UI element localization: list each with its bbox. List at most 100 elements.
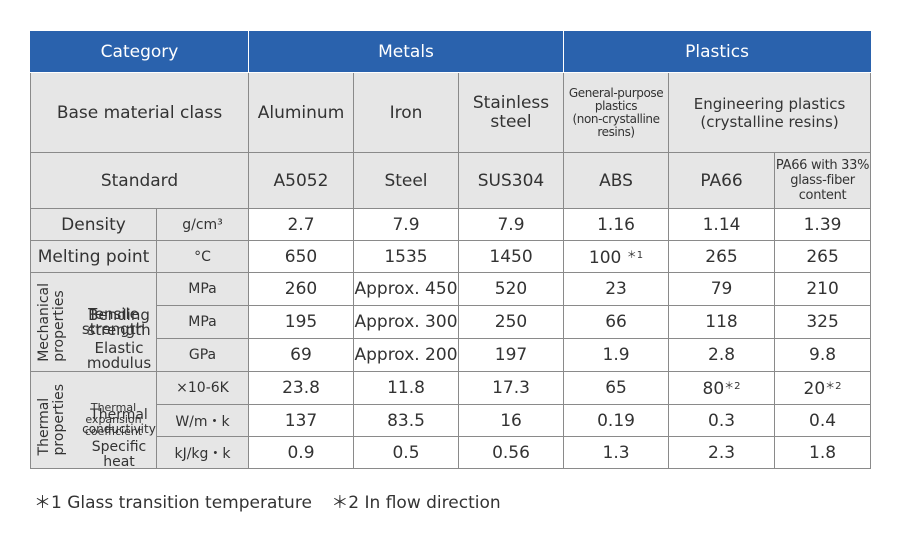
table-cell: 79 — [668, 272, 776, 306]
mechanical-line2: properties — [51, 289, 67, 362]
expansion-unit: ×10-6K — [156, 371, 249, 405]
standard-aluminum: A5052 — [248, 152, 354, 209]
pa66gf-line3: content — [798, 188, 847, 203]
standard-pa66: PA66 — [668, 152, 776, 209]
footnote-2: ＊2 In flow direction — [331, 493, 501, 513]
table-cell: 0.4 — [774, 404, 872, 437]
table-cell: 1535 — [353, 240, 459, 273]
table-cell: 265 — [668, 240, 776, 273]
table-cell: 325 — [774, 305, 872, 339]
gp-line1: General-purpose — [568, 85, 664, 100]
engineering-plastics-cell: Engineering plastics (crystalline resins… — [668, 72, 872, 153]
pa66-expansion-value: 80 — [702, 379, 725, 399]
stainless-line1: Stainless — [472, 92, 550, 113]
conductivity-line2: conductivity — [82, 422, 156, 436]
expansion-line3: coefficient — [84, 424, 143, 438]
standard-row: Standard A5052 Steel SUS304 ABS PA66 PA6… — [30, 152, 872, 209]
standard-pa66-gf: PA66 with 33% glass-fiber content — [774, 152, 872, 209]
table-cell: 0.56 — [457, 436, 565, 469]
table-cell: 1.3 — [563, 436, 670, 469]
mechanical-group: Mechanical properties Tensile strength — [30, 272, 157, 372]
elastic-unit: GPa — [156, 338, 249, 372]
stainless-cell: Stainless steel — [457, 72, 565, 153]
standard-label: Standard — [30, 152, 249, 209]
gp-line4: resins) — [597, 124, 635, 139]
table-cell: 17.3 — [457, 371, 565, 405]
tensile-label: Tensile strength — [67, 307, 156, 337]
specific-heat-unit: kJ/kg・k — [156, 436, 249, 469]
expansion-line2: expansion — [85, 412, 142, 426]
table-cell: Approx. 200 — [353, 338, 459, 372]
iron-cell: Iron — [353, 72, 459, 153]
table-cell: 1.16 — [563, 208, 670, 241]
tensile-line2: strength — [81, 320, 146, 338]
table-cell: 7.9 — [353, 208, 459, 241]
table-cell: 11.8 — [353, 371, 459, 405]
base-material-row: Base material class Aluminum Iron Stainl… — [30, 72, 872, 153]
table-cell: 0.5 — [353, 436, 459, 469]
pa66gf-expansion-value: 20 — [803, 379, 826, 399]
gp-line2: plastics — [594, 98, 638, 113]
mechanical-line1: Mechanical — [36, 282, 52, 362]
aluminum-cell: Aluminum — [248, 72, 354, 153]
table-cell: 66 — [563, 305, 670, 339]
table-cell: 16 — [457, 404, 565, 437]
thermal-line2: properties — [51, 384, 67, 456]
conductivity-line1: Thermal — [90, 407, 148, 423]
table-cell: Approx. 450 — [353, 272, 459, 306]
table-cell: 0.9 — [248, 436, 354, 469]
expansion-label: Thermal expansion coefficient — [67, 400, 156, 438]
melting-point-label: Melting point — [30, 240, 157, 273]
thermal-group: Thermal properties Thermal expansion coe… — [30, 371, 157, 469]
standard-iron: Steel — [353, 152, 459, 209]
conductivity-label: Thermal conductivity — [80, 408, 158, 436]
conductivity-unit: W/m・k — [156, 404, 249, 437]
table-cell: 197 — [457, 338, 565, 372]
eng-line1: Engineering plastics — [693, 94, 846, 113]
standard-stainless: SUS304 — [457, 152, 565, 209]
table-cell: 250 — [457, 305, 565, 339]
specific-heat-row: kJ/kg・k 0.9 0.5 0.56 1.3 2.3 1.8 — [31, 436, 872, 469]
elastic-line2: modulus — [86, 354, 152, 372]
tensile-row: Mechanical properties Tensile strength M… — [30, 272, 872, 372]
specific-heat-label: Specific heat — [84, 440, 154, 470]
conductivity-row: W/m・k 137 83.5 16 0.19 0.3 0.4 — [31, 404, 872, 437]
table-cell: 265 — [774, 240, 872, 273]
table-cell: Approx. 300 — [353, 305, 459, 339]
table-cell: 195 — [248, 305, 354, 339]
table-cell: 83.5 — [353, 404, 459, 437]
table-cell: 1.14 — [668, 208, 776, 241]
specific-heat-line2: heat — [103, 454, 135, 470]
bending-row: MPa 195 Approx. 300 250 66 118 325 — [31, 305, 872, 339]
melting-point-row: Melting point °C 650 1535 1450 100 ＊1 26… — [30, 240, 872, 273]
table-cell: 1450 — [457, 240, 565, 273]
abs-melting-value: 100 — [588, 247, 622, 268]
gp-line3: (non-crystalline — [572, 111, 660, 126]
pa66gf-line2: glass-fiber — [790, 173, 855, 188]
table-cell: 260 — [248, 272, 354, 306]
general-purpose-cell: General-purpose plastics (non-crystallin… — [563, 72, 670, 153]
table-cell: 1.39 — [774, 208, 872, 241]
table-cell: 0.3 — [668, 404, 776, 437]
header-row: Category Metals Plastics — [30, 31, 872, 73]
pa66gf-expansion-cell: 20＊2 — [774, 371, 872, 405]
elastic-label: Elastic modulus — [84, 341, 154, 371]
table-cell: 23 — [563, 272, 670, 306]
expansion-line1: Thermal — [90, 400, 137, 414]
stainless-line2: steel — [490, 111, 532, 132]
mechanical-group-label: Mechanical properties — [36, 282, 67, 362]
table-cell: 210 — [774, 272, 872, 306]
table-cell: 650 — [248, 240, 354, 273]
thermal-group-label: Thermal properties — [36, 384, 67, 456]
pa66-expansion-cell: 80＊2 — [668, 371, 776, 405]
footnote-mark-2: ＊2 — [825, 381, 842, 392]
table-cell: 1.9 — [563, 338, 670, 372]
table-cell: 118 — [668, 305, 776, 339]
plastics-header: Plastics — [563, 31, 872, 73]
footnote-mark-1: ＊1 — [626, 249, 644, 261]
material-comparison-table: Category Metals Plastics Base material c… — [30, 31, 872, 469]
table-cell: 7.9 — [457, 208, 565, 241]
metals-header: Metals — [247, 31, 565, 73]
bending-line1: Bending — [88, 306, 150, 324]
elastic-line1: Elastic — [94, 339, 144, 357]
